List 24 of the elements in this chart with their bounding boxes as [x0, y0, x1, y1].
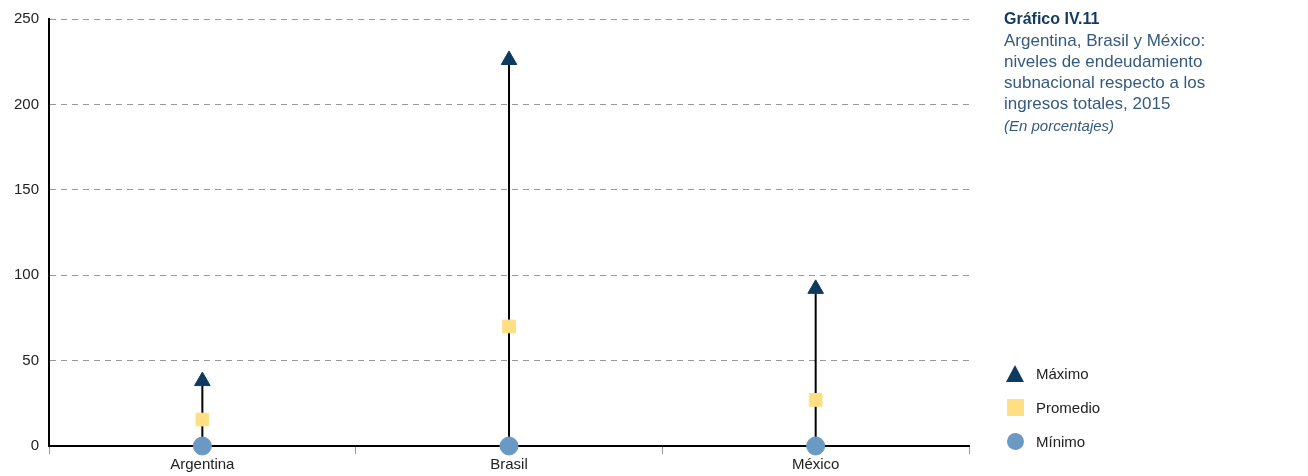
text: (En porcentajes): [1004, 117, 1116, 134]
y-tick-label: 50: [22, 350, 40, 368]
text: Argentina, Brasil y México: niveles de endeudamiento subnacional respecto a los ingresos totales, 2015: [1004, 30, 1207, 114]
y-tick-label: 250: [14, 9, 40, 27]
legend-label: Mínimo: [1036, 432, 1086, 450]
legend-label: Promedio: [1036, 398, 1101, 416]
point: [806, 436, 826, 456]
x-tick-label: México: [791, 455, 840, 473]
x-tick-label: Argentina: [170, 455, 236, 473]
y-tick-label: 200: [14, 94, 40, 112]
point: [808, 393, 823, 407]
point: [192, 436, 212, 456]
point: [807, 279, 824, 294]
y-tick-label: 150: [14, 179, 40, 197]
point: [502, 319, 516, 334]
point: [499, 436, 519, 456]
legend-label: Máximo: [1036, 364, 1089, 382]
point: [194, 371, 211, 387]
y-tick-label: 0: [30, 436, 40, 454]
y-tick-label: 100: [14, 265, 40, 283]
point: [500, 50, 518, 65]
text: Gráfico IV.11: [1004, 10, 1101, 28]
x-tick-label: Brasil: [490, 455, 528, 473]
point: [195, 412, 210, 427]
